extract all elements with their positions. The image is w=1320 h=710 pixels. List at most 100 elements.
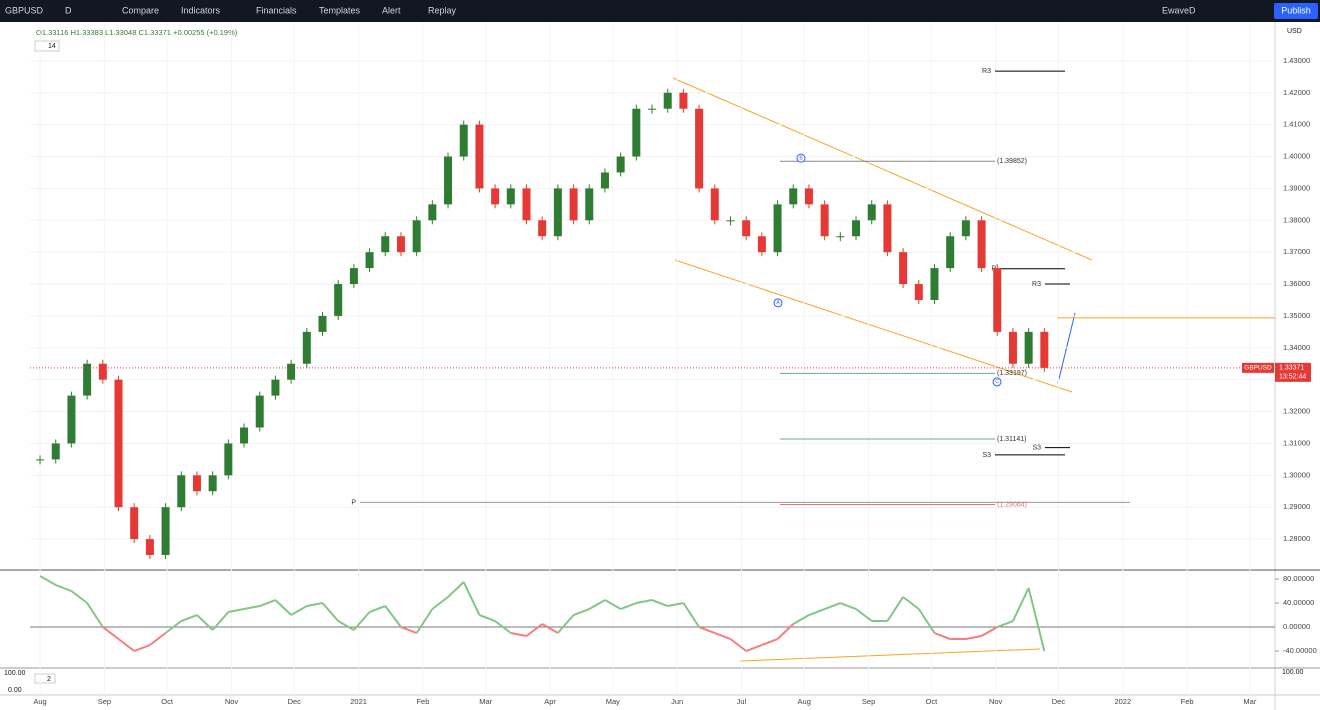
toolbar-items: GBPUSD D Compare Indicators Financials T… [5,3,1318,19]
candle [616,156,625,173]
osc-segment [902,596,920,610]
candle [475,124,484,189]
y-tick-label: 1.42000 [1283,88,1310,97]
candle [161,507,170,556]
candle [961,220,970,237]
osc-segment [133,644,151,652]
x-tick-label: Dec [1052,697,1066,706]
osc-segment [306,602,323,607]
candle [98,363,107,380]
candle [836,236,845,238]
pivot-label: R3 [982,68,991,75]
candle [648,108,657,110]
candle [365,252,374,269]
osc-segment [102,626,120,640]
financials[interactable]: Financials [256,5,297,15]
osc-segment [886,596,904,622]
pivot-label: S3 [1032,444,1041,451]
x-tick-label: Nov [989,697,1003,706]
osc-segment [180,614,198,622]
candle [553,188,562,237]
osc-segment [447,581,465,598]
candle [412,220,421,253]
candle [224,443,233,476]
osc-segment [55,584,72,592]
candle [444,156,453,205]
osc-segment [353,611,371,631]
candle [67,395,76,444]
osc-segment [934,632,951,640]
x-tick-label: Mar [479,697,492,706]
candle [36,459,45,461]
lower-toggle[interactable] [34,673,56,684]
osc-segment [1027,587,1046,652]
symbol[interactable]: GBPUSD [5,5,44,15]
replay[interactable]: Replay [428,5,457,15]
osc-segment [620,602,637,610]
osc-segment [776,623,794,640]
y-tick-label: 1.34000 [1283,343,1310,352]
candle [993,268,1002,332]
candle [271,379,280,396]
indicator-toggle[interactable] [34,40,60,52]
publish-button[interactable] [1274,3,1318,19]
candle [208,475,217,492]
candle [459,124,468,157]
candle [522,188,531,221]
alert[interactable]: Alert [382,5,401,15]
osc-segment [714,632,731,640]
ohlc-legend: O1.33116 H1.33383 L1.33048 C1.33371 +0.0… [36,28,238,37]
osc-segment [557,614,575,634]
account[interactable]: EwaveD [1162,5,1196,15]
interval[interactable]: D [65,5,72,15]
osc-segment [39,575,57,586]
pivot-label: P [351,499,356,506]
osc-segment [164,620,182,634]
osc-segment [259,599,276,607]
compare[interactable]: Compare [122,5,159,15]
candle [130,507,139,540]
x-tick-label: Oct [926,697,939,706]
candle [506,188,515,205]
candle [287,363,296,380]
candle [1024,331,1033,364]
osc-segment [117,638,135,652]
osc-segment [588,599,606,610]
osc-segment [274,599,292,616]
osc-segment [525,623,543,637]
osc-segment [415,608,434,634]
y-tick-label: 1.39000 [1283,183,1310,192]
osc-segment [604,599,622,610]
y-tick-label: 1.40000 [1283,152,1310,161]
osc-segment [70,590,88,604]
candle [177,475,186,508]
wave-label: C [995,379,999,385]
y-tick-label: 1.28000 [1283,534,1310,543]
osc-segment [494,620,512,634]
osc-segment [479,614,496,622]
candle [757,236,766,253]
y-tick-label: 1.31000 [1283,438,1310,447]
channel-top [672,77,1093,261]
candle [240,427,249,444]
price-tag-value: 1.33371 [1279,365,1304,372]
publish-label[interactable]: Publish [1281,5,1311,15]
templates[interactable]: Templates [319,5,361,15]
osc-tick-label: 80.00000 [1283,574,1314,583]
currency[interactable]: USD [1287,28,1302,35]
osc-segment [698,626,716,634]
candle [1040,331,1049,368]
candle [789,188,798,205]
indicators[interactable]: Indicators [181,5,221,15]
osc-segment [824,602,841,610]
osc-segment [808,608,825,616]
osc-segment [510,632,527,637]
y-tick-label: 1.37000 [1283,247,1310,256]
osc-segment [917,608,936,634]
candle [334,284,343,316]
osc-segment [839,602,857,610]
wave-marker [992,377,1002,387]
candle [585,188,594,221]
pivot-label: (1.33197) [997,370,1027,377]
indicator-count[interactable]: 14 [48,43,56,50]
